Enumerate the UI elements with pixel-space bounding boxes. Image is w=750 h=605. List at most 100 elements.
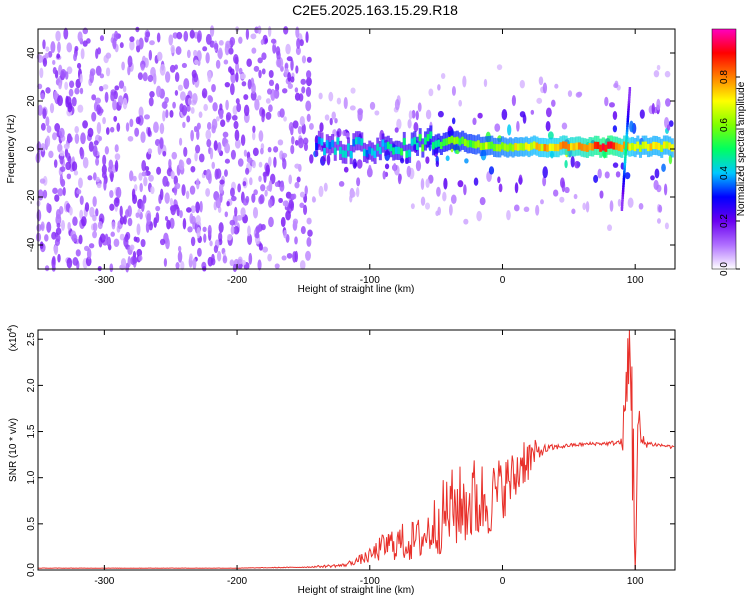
spectrogram-cell	[653, 70, 660, 78]
spectrogram-cell	[294, 250, 299, 263]
spectrogram-cell	[75, 78, 82, 89]
spectrogram-cell	[249, 177, 253, 186]
spectrogram-cell	[217, 142, 222, 154]
spectrogram-cell	[174, 182, 181, 190]
spectrogram-cell	[175, 262, 180, 270]
spectrogram-band-core	[657, 142, 661, 151]
spectrogram-cell	[425, 178, 430, 189]
spectrogram-band-core	[431, 142, 435, 150]
colorbar-tick-label: 0.4	[719, 166, 730, 180]
spectrogram-cell	[104, 91, 109, 103]
spectrogram-cell	[233, 120, 239, 130]
spectrogram-cell	[479, 197, 486, 206]
spectrogram-cell	[230, 72, 237, 84]
spectrogram-cell	[195, 215, 201, 225]
spectrogram-spike	[625, 139, 628, 144]
spectrogram-cell	[294, 236, 298, 245]
spectrogram-cell	[253, 189, 258, 196]
spectrogram-cell	[45, 135, 51, 147]
spectrogram-cell	[172, 101, 176, 109]
spectrogram-cell	[110, 91, 115, 102]
spectrogram-cell	[638, 202, 644, 210]
spectrogram-cell	[251, 193, 256, 203]
spectrogram-cell	[305, 250, 311, 261]
spectrogram-cell	[663, 183, 668, 196]
spectrogram-cell	[246, 58, 252, 67]
spectrogram-cell	[407, 118, 412, 129]
spectrogram-cell	[82, 156, 89, 169]
spectrogram-cell	[45, 116, 50, 127]
spectrogram-cell	[496, 64, 503, 71]
spectrogram-cell	[134, 127, 140, 137]
spectrogram-band-core	[320, 138, 324, 146]
spectrogram-cell	[37, 54, 44, 63]
spectrogram-cell	[132, 256, 138, 264]
spectrogram-cell	[650, 175, 655, 181]
spectrogram-band-core	[493, 143, 497, 152]
spectrogram-cell	[627, 197, 634, 208]
spectrogram-cell	[106, 236, 112, 248]
spectrogram-cell	[299, 115, 305, 126]
spectrogram-cell	[639, 109, 645, 119]
spectrogram-cell	[112, 99, 117, 111]
spectrogram-cell	[349, 190, 356, 198]
spectrogram-cell	[190, 129, 194, 142]
spectrogram-cell	[285, 210, 291, 221]
spectrogram-cell	[122, 85, 127, 93]
spectrogram-cell	[131, 188, 136, 200]
spectrogram-cell	[40, 93, 45, 100]
spectrogram-cell	[46, 221, 52, 233]
spectrogram-cell	[129, 118, 134, 128]
spectrogram-band-core	[500, 142, 504, 150]
spectrogram-cell	[519, 79, 525, 89]
spectrogram-cell	[211, 118, 218, 130]
spectrogram-band-core	[593, 141, 597, 149]
spectrogram-cell	[607, 224, 613, 232]
spectrogram-cell	[219, 103, 223, 111]
spectrogram-cell	[206, 122, 212, 130]
spectrogram-cell	[109, 203, 115, 211]
spectrogram-cell	[247, 225, 251, 237]
spectrogram-band-core	[522, 143, 526, 151]
spectrogram-cell	[182, 121, 186, 129]
spectrogram-band-core	[368, 146, 372, 154]
spectrogram-band-core	[564, 141, 568, 149]
spectrogram-cell	[334, 117, 338, 124]
spectrogram-band-core	[416, 142, 420, 150]
spectrogram-cell	[229, 36, 236, 46]
spectrogram-cell	[261, 52, 267, 61]
spectrogram-cell	[119, 42, 124, 49]
spectrogram-cell	[58, 82, 62, 90]
spectrogram-cell	[292, 218, 299, 226]
spectrogram-cell	[213, 42, 219, 50]
spectrogram-cell	[411, 109, 416, 119]
spectrogram-cell	[305, 86, 312, 98]
spectrogram-cell	[113, 115, 118, 122]
spectrogram-cell	[516, 120, 520, 132]
spectrogram-cell	[547, 131, 554, 140]
spectrogram-cell	[257, 259, 262, 271]
spectrogram-cell	[144, 114, 150, 120]
spectrogram-cell	[664, 70, 671, 78]
spectrogram-cell	[183, 78, 190, 90]
spectrogram-cell	[140, 238, 146, 248]
spectrogram-cell	[45, 46, 50, 52]
spectrogram-cell	[147, 74, 154, 83]
spectrogram-cell	[36, 209, 42, 222]
spectrogram-cell	[192, 258, 197, 270]
spectrogram-cell	[252, 131, 256, 141]
spectrogram-cell	[585, 201, 590, 213]
spectrogram-cell	[297, 137, 304, 149]
spectrogram-cell	[202, 46, 208, 52]
spectrogram-cell	[42, 57, 48, 67]
spectrogram-cell	[246, 157, 253, 163]
spectrogram-cell	[169, 205, 176, 212]
spectrogram-y-tick-label: 20	[26, 95, 37, 107]
spectrogram-cell	[66, 173, 72, 180]
spectrogram-cell	[133, 236, 138, 242]
spectrogram-cell	[245, 167, 250, 175]
spectrogram-cell	[209, 147, 214, 160]
spectrogram-band-core	[349, 150, 353, 159]
spectrogram-cell	[46, 125, 52, 134]
spectrogram-cell	[129, 40, 135, 51]
